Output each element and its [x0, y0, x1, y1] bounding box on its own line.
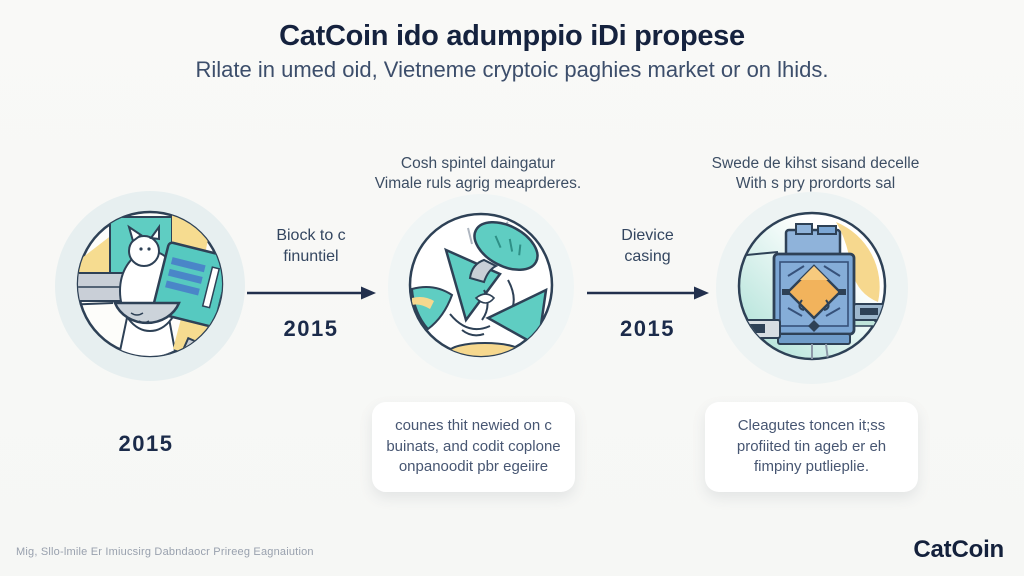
step2-caption-line1: Cosh spintel daingatur	[400, 155, 556, 172]
arrow2-year: 2015	[620, 315, 675, 341]
step2-note-line3: onpanoodit pbr egeiire	[398, 458, 549, 476]
abstract-paws-svg	[388, 194, 574, 380]
page-title: CatCoin ido adumppio iDi propese	[279, 20, 745, 52]
page-subtitle: Rilate in umed oid, Vietneme cryptoic pa…	[195, 57, 829, 82]
arrow2-label-line1: Dievice	[621, 227, 674, 244]
step3-note-line1: Cleagutes toncen it;ss	[737, 416, 886, 434]
arrow1-icon	[247, 286, 376, 300]
mining-machine-illustration	[716, 192, 908, 384]
step1-year: 2015	[118, 431, 174, 456]
cat-mixing-bowl-illustration	[55, 191, 245, 381]
arrow1-group: Biock to c finuntiel 2015	[245, 226, 377, 342]
step2-note-line2: buinats, and codit coplone	[386, 437, 561, 455]
step3-note-card: Cleagutes toncen it;ss profiited tin age…	[705, 402, 918, 492]
step3-caption-line2: With s pry prordorts sal	[735, 175, 896, 193]
step2-note-card: counes thit newied on c buinats, and cod…	[372, 402, 575, 492]
footer-caption: Mig, Sllo-lmile Er Imiucsirg Dabndaocr P…	[16, 546, 314, 558]
cat-mixing-bowl-svg	[55, 191, 245, 381]
step2-caption-line2: Vimale ruls agrig meaprderes.	[374, 175, 582, 193]
step3-note-line2: profiited tin ageb er eh	[736, 437, 887, 455]
mining-machine-svg	[716, 192, 908, 384]
arrow1-label-line1: Biock to c	[276, 227, 346, 244]
step2-note-text: counes thit newied on c buinats, and cod…	[386, 416, 560, 478]
arrow2-label-line2: casing	[624, 247, 671, 265]
arrow1-label: Biock to c finuntiel	[245, 226, 377, 268]
step3-note-line3: fimpiny putlieplie.	[753, 458, 870, 476]
step2-caption: Cosh spintel daingatur Vimale ruls agrig…	[358, 154, 598, 195]
step3-note-text: Cleagutes toncen it;ss profiited tin age…	[737, 416, 886, 478]
arrow1-year: 2015	[283, 315, 339, 341]
arrow2-label: Dievice casing	[585, 226, 710, 268]
step3-caption: Swede de kihst sisand decelle With s pry…	[693, 154, 938, 195]
arrow1-label-line2: finuntiel	[283, 247, 339, 265]
brand-logo: CatCoin	[913, 536, 1004, 563]
arrow2-group: Dievice casing 2015	[585, 226, 710, 342]
step3-caption-line1: Swede de kihst sisand decelle	[711, 155, 920, 172]
arrow2-icon	[587, 286, 709, 300]
step2-note-line1: counes thit newied on c	[395, 416, 552, 434]
abstract-paws-illustration	[388, 194, 574, 380]
